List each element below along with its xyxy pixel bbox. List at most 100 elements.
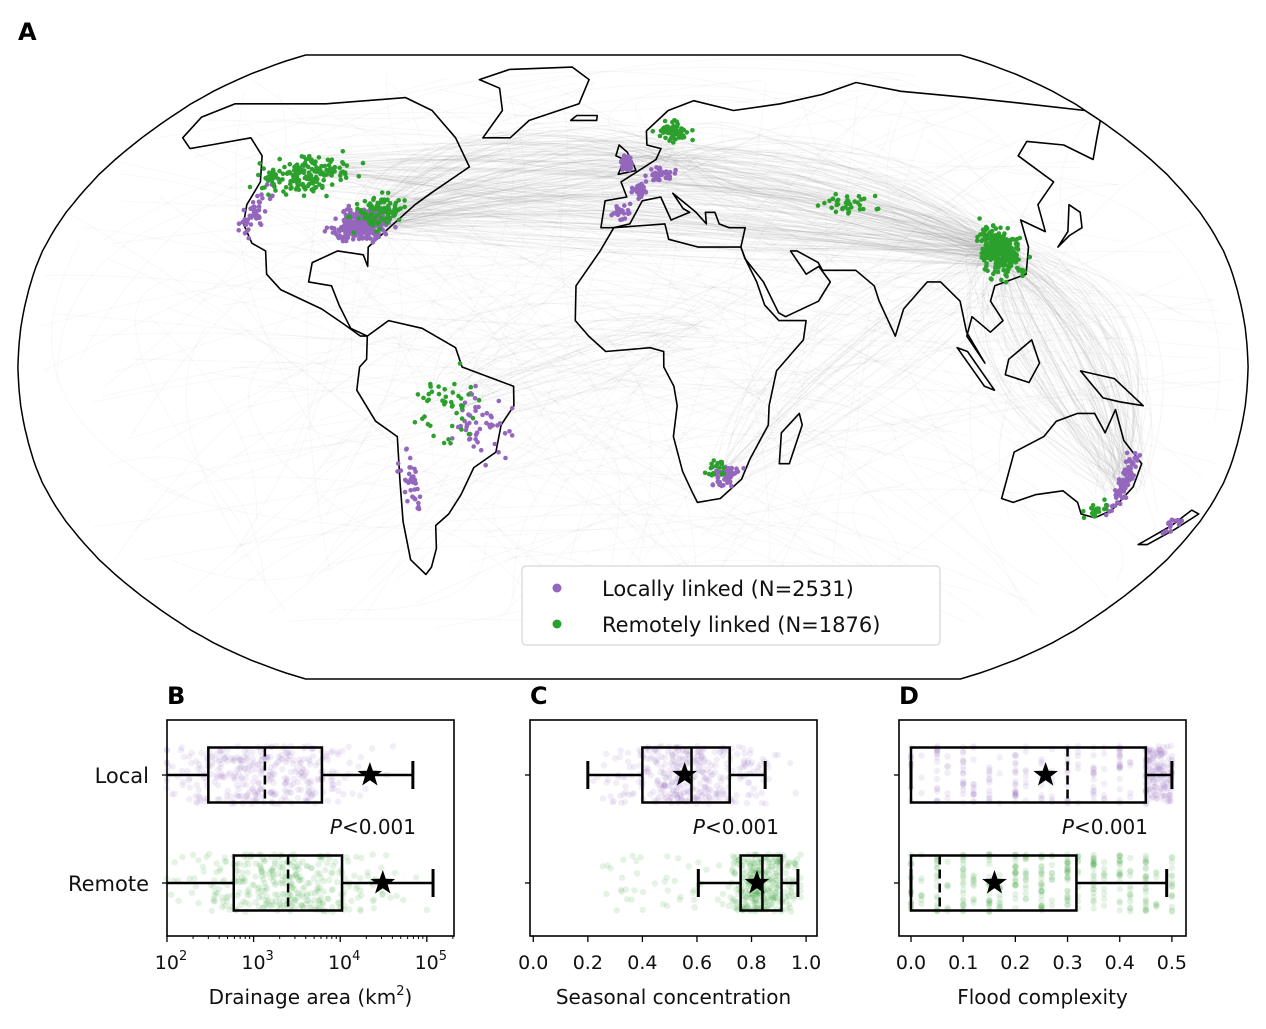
link-line — [378, 180, 992, 246]
jitter-point — [195, 793, 202, 800]
jitter-point — [986, 768, 993, 775]
local-point — [252, 212, 258, 218]
link-line — [351, 124, 682, 218]
remote-point — [711, 471, 717, 477]
remote-point — [355, 206, 360, 211]
link-line — [352, 140, 676, 231]
remote-point — [311, 189, 316, 194]
jitter-point — [1153, 901, 1160, 908]
jitter-point — [1116, 775, 1123, 783]
jitter-point — [224, 893, 231, 900]
jitter-point — [297, 786, 305, 793]
local-point — [734, 468, 739, 473]
jitter-point — [248, 785, 256, 793]
jitter-point — [1168, 892, 1176, 899]
link-line — [229, 366, 984, 619]
jitter-point — [785, 875, 792, 883]
jitter-point — [740, 745, 747, 752]
jitter-point — [1012, 766, 1019, 774]
link-line — [558, 263, 824, 433]
remote-point — [270, 172, 276, 177]
link-line — [325, 154, 515, 517]
link-line — [298, 286, 1143, 315]
x-tick-label: 0.2 — [1000, 952, 1030, 974]
jitter-point — [747, 746, 754, 753]
jitter-point — [677, 754, 684, 761]
jitter-point — [1038, 795, 1045, 802]
link-line — [982, 233, 1131, 476]
remote-point — [301, 170, 307, 175]
link-line — [313, 154, 991, 265]
jitter-point — [277, 901, 284, 908]
link-line — [358, 181, 1016, 249]
jitter-point — [246, 762, 254, 769]
jitter-point — [344, 858, 352, 865]
local-point — [627, 201, 633, 207]
link-line — [310, 302, 722, 385]
remote-point — [314, 165, 319, 170]
link-line — [148, 316, 258, 519]
link-line — [433, 332, 683, 406]
link-line — [449, 319, 716, 404]
local-point — [1124, 450, 1130, 456]
local-point — [406, 471, 412, 477]
jitter-point — [986, 775, 993, 782]
link-line — [372, 139, 679, 230]
jitter-point — [231, 775, 238, 783]
link-line — [984, 247, 1124, 487]
remote-point — [855, 200, 860, 205]
jitter-point — [263, 885, 271, 892]
link-line — [990, 240, 1144, 460]
link-line — [615, 82, 767, 588]
jitter-point — [298, 773, 306, 780]
x-tick-label: 0.8 — [736, 952, 766, 974]
link-line — [732, 511, 900, 576]
remote-point — [999, 235, 1004, 240]
jitter-point — [194, 765, 202, 772]
legend-label-local: Locally linked (N=2531) — [602, 577, 854, 601]
link-line — [690, 167, 989, 266]
link-line — [427, 164, 1188, 502]
remote-point — [366, 202, 372, 208]
remote-point — [661, 130, 666, 136]
jitter-point — [348, 897, 355, 905]
jitter-point — [1064, 894, 1071, 901]
local-point — [655, 177, 661, 182]
link-line — [352, 149, 672, 208]
local-point — [623, 155, 629, 161]
link-line — [199, 265, 309, 303]
local-point — [490, 423, 496, 428]
jitter-point — [600, 762, 608, 769]
remote-point — [1001, 253, 1006, 259]
link-line — [457, 278, 816, 554]
link-line — [991, 270, 1116, 487]
coastline-sumatra — [956, 346, 996, 391]
link-line — [991, 242, 1153, 494]
jitter-point — [1116, 885, 1123, 892]
local-point — [341, 209, 346, 214]
link-line — [445, 316, 705, 413]
remote-point — [1003, 259, 1008, 264]
x-tick-label: 0.2 — [573, 952, 603, 974]
jitter-point — [633, 870, 641, 877]
local-point — [360, 236, 365, 241]
p-value-annotation: P<0.001 — [1062, 815, 1148, 839]
local-point — [609, 212, 614, 218]
remote-point — [1004, 274, 1009, 279]
local-point — [256, 207, 262, 213]
remote-point — [280, 177, 285, 182]
link-line — [294, 142, 1000, 255]
remote-point — [974, 238, 980, 244]
jitter-point — [970, 790, 977, 797]
remote-point — [993, 244, 999, 249]
link-line — [309, 172, 1010, 254]
remote-point — [872, 193, 878, 199]
jitter-point — [762, 899, 770, 906]
link-line — [364, 153, 669, 237]
link-line — [635, 101, 707, 196]
jitter-point — [217, 865, 224, 872]
coastline-north-america — [181, 96, 471, 337]
link-line — [158, 196, 618, 454]
remote-point — [448, 441, 453, 446]
link-line — [460, 293, 703, 419]
